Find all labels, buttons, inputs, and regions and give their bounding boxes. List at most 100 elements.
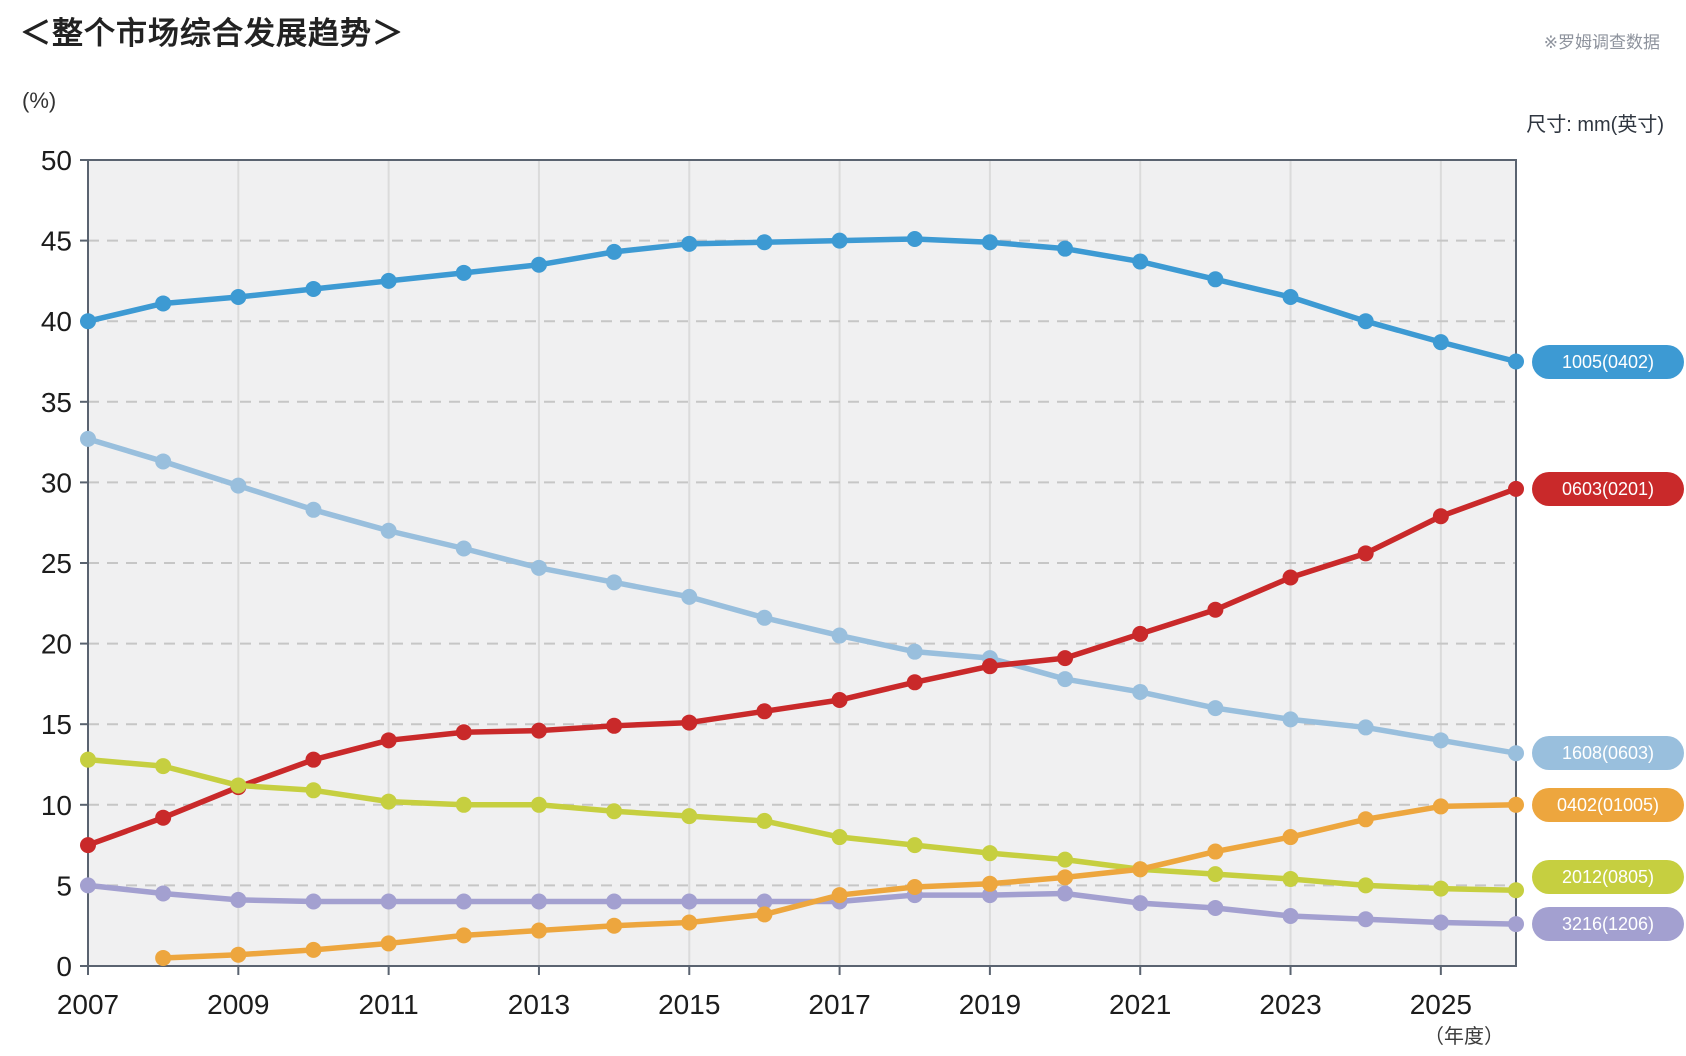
series-dot-2012(0805)-2011: [380, 793, 397, 810]
series-dot-1608(0603)-2024: [1357, 719, 1374, 736]
series-dot-2012(0805)-2025: [1432, 880, 1449, 897]
series-dot-1608(0603)-2015: [681, 588, 698, 605]
y-tick-label-15: 15: [41, 709, 72, 740]
series-dot-1608(0603)-2026: [1508, 745, 1524, 762]
series-dot-1005(0402)-2014: [606, 243, 623, 260]
series-dot-1005(0402)-2025: [1432, 334, 1449, 351]
series-dot-3216(1206)-2020: [1057, 885, 1074, 902]
series-dot-0603(0201)-2011: [380, 732, 397, 749]
x-tick-label-2009: 2009: [207, 989, 269, 1020]
series-dot-0603(0201)-2010: [305, 751, 322, 768]
series-dot-2012(0805)-2010: [305, 782, 322, 799]
y-tick-label-0: 0: [56, 951, 72, 982]
series-dot-0603(0201)-2023: [1282, 569, 1299, 586]
series-dot-3216(1206)-2014: [606, 893, 623, 910]
series-dot-0402(01005)-2019: [981, 875, 998, 892]
series-dot-3216(1206)-2019: [981, 887, 998, 904]
series-dot-0402(01005)-2009: [230, 946, 247, 963]
series-dot-1608(0603)-2010: [305, 501, 322, 518]
series-dot-0603(0201)-2013: [530, 722, 547, 739]
y-axis-unit-label: (%): [22, 88, 57, 113]
y-tick-label-50: 50: [41, 145, 72, 176]
y-tick-label-20: 20: [41, 629, 72, 660]
series-dot-0402(01005)-2022: [1207, 843, 1224, 860]
legend-pill-1608(0603): 1608(0603): [1532, 736, 1684, 771]
x-tick-label-2015: 2015: [658, 989, 720, 1020]
series-dot-2012(0805)-2013: [530, 796, 547, 813]
series-dot-3216(1206)-2026: [1508, 916, 1524, 933]
series-dot-1608(0603)-2007: [80, 430, 96, 447]
series-dot-3216(1206)-2007: [80, 877, 96, 894]
series-dot-0603(0201)-2024: [1357, 545, 1374, 562]
series-dot-0603(0201)-2014: [606, 717, 623, 734]
series-dot-3216(1206)-2011: [380, 893, 397, 910]
x-tick-label-2017: 2017: [808, 989, 870, 1020]
x-tick-label-2025: 2025: [1410, 989, 1472, 1020]
source-note: ※罗姆调查数据: [1543, 33, 1660, 52]
series-dot-1005(0402)-2013: [530, 256, 547, 273]
series-dot-1005(0402)-2008: [155, 295, 172, 312]
series-line-3216(1206): [85, 882, 1519, 927]
series-dot-1005(0402)-2022: [1207, 271, 1224, 288]
y-tick-label-45: 45: [41, 226, 72, 257]
series-dot-3216(1206)-2008: [155, 885, 172, 902]
series-dot-0603(0201)-2017: [831, 692, 848, 709]
series-dot-2012(0805)-2018: [906, 837, 923, 854]
y-tick-label-40: 40: [41, 306, 72, 337]
legend-pill-0402(01005): 0402(01005): [1532, 787, 1684, 822]
series-dot-1608(0603)-2023: [1282, 711, 1299, 728]
series-dot-1005(0402)-2020: [1057, 240, 1074, 257]
series-dot-1608(0603)-2022: [1207, 700, 1224, 717]
series-dot-1005(0402)-2010: [305, 280, 322, 297]
x-tick-label-2019: 2019: [959, 989, 1021, 1020]
series-dot-1005(0402)-2017: [831, 232, 848, 249]
series-dot-2012(0805)-2007: [80, 751, 96, 768]
series-dot-0603(0201)-2007: [80, 837, 96, 854]
series-dot-0402(01005)-2021: [1132, 861, 1149, 878]
series-dot-2012(0805)-2026: [1508, 882, 1524, 899]
series-dot-0402(01005)-2013: [530, 922, 547, 939]
series-dot-1005(0402)-2026: [1508, 353, 1524, 370]
series-dot-0603(0201)-2026: [1508, 480, 1524, 497]
series-dot-0603(0201)-2015: [681, 714, 698, 731]
x-tick-label-2021: 2021: [1109, 989, 1171, 1020]
series-dot-3216(1206)-2009: [230, 891, 247, 908]
series-dot-1608(0603)-2021: [1132, 683, 1149, 700]
series-dot-1005(0402)-2011: [380, 272, 397, 289]
series-dot-0402(01005)-2010: [305, 941, 322, 958]
x-tick-label-2023: 2023: [1259, 989, 1321, 1020]
y-tick-label-35: 35: [41, 387, 72, 418]
series-dot-2012(0805)-2020: [1057, 851, 1074, 868]
series-dot-1005(0402)-2018: [906, 230, 923, 247]
series-dot-1608(0603)-2008: [155, 453, 172, 470]
series-dot-0402(01005)-2011: [380, 935, 397, 952]
series-dot-3216(1206)-2024: [1357, 911, 1374, 928]
series-dot-2012(0805)-2009: [230, 777, 247, 794]
series-dot-1608(0603)-2020: [1057, 671, 1074, 688]
series-dot-0603(0201)-2020: [1057, 650, 1074, 667]
series-dot-0402(01005)-2026: [1508, 796, 1524, 813]
page-title: ＜整个市场综合发展趋势＞: [20, 16, 404, 51]
series-dot-0402(01005)-2018: [906, 879, 923, 896]
series-dot-1608(0603)-2011: [380, 522, 397, 539]
series-dot-1608(0603)-2009: [230, 477, 247, 494]
series-dot-0402(01005)-2012: [455, 927, 472, 944]
legend-pill-0603(0201): 0603(0201): [1532, 471, 1684, 506]
series-dot-2012(0805)-2017: [831, 829, 848, 846]
series-dot-0603(0201)-2021: [1132, 625, 1149, 642]
series-dot-0603(0201)-2016: [756, 703, 773, 720]
series-dot-3216(1206)-2021: [1132, 895, 1149, 912]
series-dot-3216(1206)-2016: [756, 893, 773, 910]
series-dot-2012(0805)-2019: [981, 845, 998, 862]
series-dot-0402(01005)-2014: [606, 917, 623, 934]
series-dot-1608(0603)-2014: [606, 574, 623, 591]
series-dot-3216(1206)-2015: [681, 893, 698, 910]
series-dot-0402(01005)-2020: [1057, 869, 1074, 886]
series-dot-0603(0201)-2022: [1207, 601, 1224, 618]
series-line-2012(0805): [85, 756, 1519, 893]
series-dot-1005(0402)-2021: [1132, 253, 1149, 270]
series-dot-1005(0402)-2012: [455, 264, 472, 281]
x-tick-label-2013: 2013: [508, 989, 570, 1020]
size-unit-note: 尺寸: mm(英寸): [1526, 114, 1664, 136]
series-dot-0603(0201)-2025: [1432, 508, 1449, 525]
